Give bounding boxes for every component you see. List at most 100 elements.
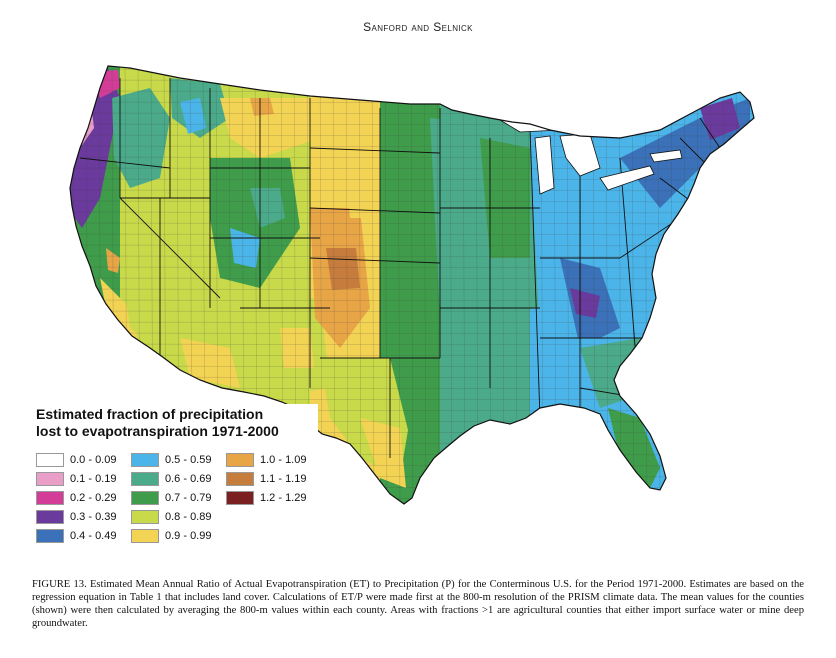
map-region bbox=[326, 248, 360, 290]
map-region bbox=[390, 358, 440, 438]
county-line bbox=[657, 66, 661, 504]
figure-caption: FIGURE 13. Estimated Mean Annual Ratio o… bbox=[32, 579, 804, 629]
map-region bbox=[250, 188, 285, 228]
county-line bbox=[70, 68, 754, 71]
legend-swatch bbox=[226, 453, 254, 467]
map-region bbox=[100, 278, 140, 348]
state-border bbox=[699, 117, 721, 149]
county-line bbox=[70, 266, 754, 269]
legend-label: 0.6 - 0.69 bbox=[165, 473, 212, 485]
legend-item: 0.4 - 0.49 bbox=[36, 528, 131, 544]
legend-label: 0.2 - 0.29 bbox=[70, 492, 117, 504]
county-line bbox=[358, 66, 362, 504]
us-evapotranspiration-map bbox=[60, 58, 760, 513]
map-region bbox=[360, 418, 406, 488]
legend-item: 1.0 - 1.09 bbox=[226, 452, 321, 468]
county-line bbox=[70, 200, 754, 203]
map-region bbox=[280, 328, 314, 368]
great-lake bbox=[649, 149, 683, 163]
county-line bbox=[644, 66, 648, 504]
legend-item: 0.0 - 0.09 bbox=[36, 452, 131, 468]
legend-item: 1.1 - 1.19 bbox=[226, 471, 321, 487]
map-region bbox=[346, 158, 380, 218]
legend-label: 0.1 - 0.19 bbox=[70, 473, 117, 485]
map-region bbox=[480, 138, 530, 258]
county-line bbox=[410, 66, 414, 504]
county-line bbox=[436, 66, 440, 504]
legend-item: 0.9 - 0.99 bbox=[131, 528, 226, 544]
county-line bbox=[70, 277, 754, 280]
legend-swatch bbox=[36, 453, 64, 467]
map-region bbox=[180, 338, 240, 388]
county-line bbox=[70, 211, 754, 214]
legend-swatch bbox=[226, 472, 254, 486]
legend-swatch bbox=[131, 491, 159, 505]
legend-item: 0.8 - 0.89 bbox=[131, 509, 226, 525]
legend-label: 1.0 - 1.09 bbox=[260, 454, 307, 466]
legend-label: 0.3 - 0.39 bbox=[70, 511, 117, 523]
map-region bbox=[620, 248, 660, 328]
legend-title-line1: Estimated fraction of precipitation bbox=[36, 406, 264, 422]
legend-swatch bbox=[36, 510, 64, 524]
map-region bbox=[180, 98, 206, 134]
legend-swatch bbox=[131, 510, 159, 524]
map-region bbox=[250, 98, 274, 116]
legend-swatch bbox=[36, 529, 64, 543]
map-region bbox=[700, 98, 740, 140]
legend-title: Estimated fraction of precipitation lost… bbox=[36, 406, 316, 440]
state-border bbox=[79, 157, 171, 169]
county-line bbox=[70, 299, 754, 302]
county-line bbox=[70, 288, 754, 291]
great-lake bbox=[534, 135, 555, 195]
county-line bbox=[70, 321, 754, 324]
legend-label: 1.1 - 1.19 bbox=[260, 473, 307, 485]
county-line bbox=[384, 66, 388, 504]
county-line bbox=[70, 134, 754, 137]
legend-label: 0.4 - 0.49 bbox=[70, 530, 117, 542]
legend-item: 0.2 - 0.29 bbox=[36, 490, 131, 506]
county-line bbox=[70, 189, 754, 192]
county-line bbox=[70, 145, 754, 148]
map-region bbox=[608, 408, 660, 488]
legend-item: 0.3 - 0.39 bbox=[36, 509, 131, 525]
county-line bbox=[70, 244, 754, 247]
legend-item: 0.7 - 0.79 bbox=[131, 490, 226, 506]
legend-item: 1.2 - 1.29 bbox=[226, 490, 321, 506]
legend-item: 0.5 - 0.59 bbox=[131, 452, 226, 468]
county-line bbox=[70, 310, 754, 313]
state-border bbox=[119, 197, 221, 299]
county-line bbox=[345, 66, 349, 504]
state-border bbox=[529, 127, 541, 419]
county-line bbox=[60, 58, 760, 59]
state-border bbox=[309, 207, 441, 214]
county-line bbox=[371, 66, 375, 504]
county-line bbox=[748, 66, 752, 504]
county-line bbox=[70, 178, 754, 181]
legend-label: 0.8 - 0.89 bbox=[165, 511, 212, 523]
legend-label: 0.7 - 0.79 bbox=[165, 492, 212, 504]
county-line bbox=[423, 66, 427, 504]
legend-swatch bbox=[226, 491, 254, 505]
county-line bbox=[70, 255, 754, 258]
legend-swatch bbox=[131, 472, 159, 486]
county-line bbox=[397, 66, 401, 504]
legend-label: 0.5 - 0.59 bbox=[165, 454, 212, 466]
map-region bbox=[220, 98, 320, 158]
legend-label: 0.0 - 0.09 bbox=[70, 454, 117, 466]
county-line bbox=[70, 233, 754, 236]
map-svg bbox=[60, 58, 760, 505]
legend-label: 1.2 - 1.29 bbox=[260, 492, 307, 504]
state-border bbox=[309, 147, 441, 154]
legend-swatch bbox=[36, 491, 64, 505]
running-head: Sanford and Selnick bbox=[363, 20, 473, 34]
county-line bbox=[70, 156, 754, 159]
map-region bbox=[470, 318, 530, 418]
legend-swatch bbox=[131, 529, 159, 543]
legend-swatch bbox=[36, 472, 64, 486]
legend-title-line2: lost to evapotranspiration 1971-2000 bbox=[36, 423, 279, 439]
county-line bbox=[70, 222, 754, 225]
legend-item: 0.6 - 0.69 bbox=[131, 471, 226, 487]
map-legend: Estimated fraction of precipitation lost… bbox=[28, 404, 318, 554]
legend-label: 0.9 - 0.99 bbox=[165, 530, 212, 542]
state-border bbox=[309, 257, 441, 264]
